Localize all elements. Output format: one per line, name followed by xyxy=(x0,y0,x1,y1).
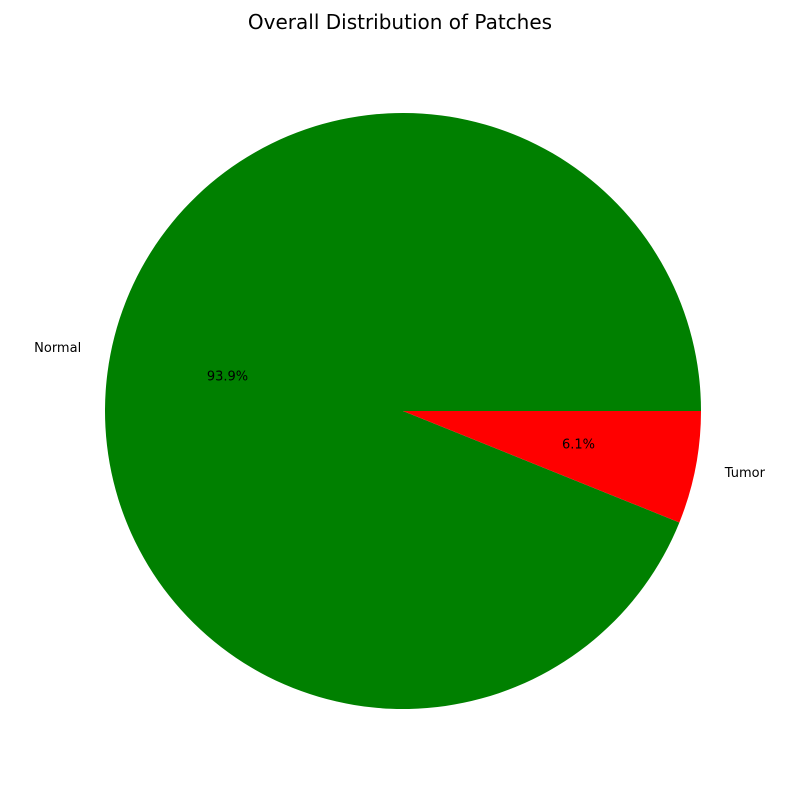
chart-title: Overall Distribution of Patches xyxy=(247,10,553,34)
slice-label-normal: Normal xyxy=(34,341,81,356)
slice-percent-tumor: 6.1% xyxy=(562,438,595,453)
slice-percent-normal: 93.9% xyxy=(207,369,248,384)
pie-slice-tumor xyxy=(403,411,701,523)
pie-slice-normal xyxy=(105,113,702,710)
slice-label-tumor: Tumor xyxy=(724,466,766,481)
